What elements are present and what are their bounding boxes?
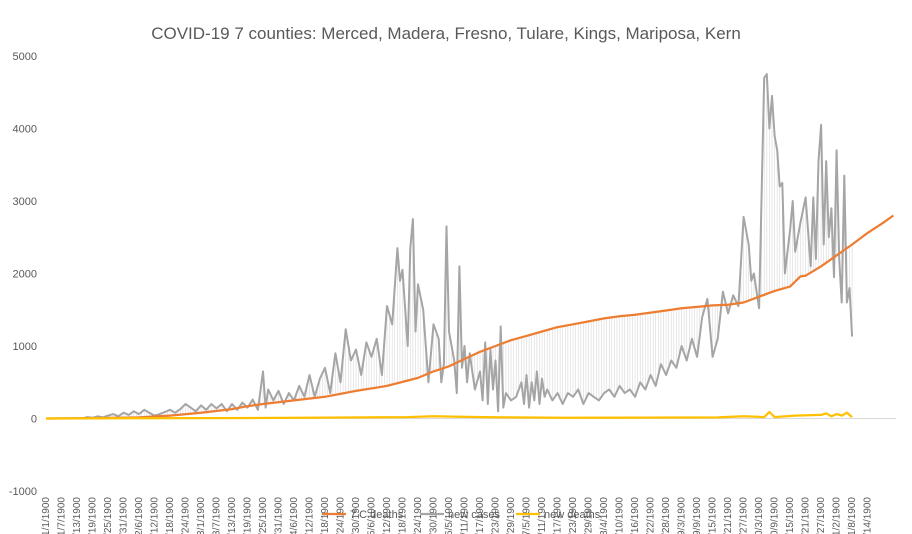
x-tick-label: 4/30/1900 — [351, 497, 362, 534]
x-tick-label: 7/29/1900 — [584, 497, 595, 534]
x-tick-label: 3/31/1900 — [274, 497, 285, 534]
x-tick-label: 1/7/1900 — [57, 497, 68, 534]
x-tick-label: 3/1/1900 — [196, 497, 207, 534]
x-tick-label: 9/15/1900 — [708, 497, 719, 534]
x-tick-label: 2/6/1900 — [134, 497, 145, 534]
legend-label: 7 C deaths — [350, 509, 404, 521]
y-axis: -1000 0 1000 2000 3000 4000 5000 — [9, 51, 896, 498]
legend-item: 7 C deaths — [322, 509, 404, 521]
x-tick-label: 10/3/1900 — [754, 497, 765, 534]
x-tick-label: 8/4/1900 — [599, 497, 610, 534]
x-tick-label: 1/19/1900 — [88, 497, 99, 534]
series-layer — [45, 73, 895, 420]
x-tick-label: 4/6/1900 — [289, 497, 300, 534]
x-tick-label: 7/5/1900 — [522, 497, 533, 534]
x-tick-label: 5/24/1900 — [413, 497, 424, 534]
x-tick-label: 3/25/1900 — [258, 497, 269, 534]
x-tick-label: 5/30/1900 — [429, 497, 440, 534]
x-tick-label: 5/18/1900 — [398, 497, 409, 534]
y-tick-label: 3000 — [13, 196, 37, 208]
x-tick-label: 8/28/1900 — [661, 497, 672, 534]
legend-item: new deaths — [516, 509, 601, 521]
x-tick-label: 6/29/1900 — [506, 497, 517, 534]
x-tick-label: 10/27/1900 — [816, 497, 827, 534]
x-tick-label: 2/18/1900 — [165, 497, 176, 534]
x-tick-label: 10/21/1900 — [801, 497, 812, 534]
x-tick-label: 8/10/1900 — [615, 497, 626, 534]
x-tick-label: 1/13/1900 — [72, 497, 83, 534]
x-tick-label: 7/23/1900 — [568, 497, 579, 534]
series-line-new-cases — [46, 73, 854, 420]
x-tick-label: 6/5/1900 — [444, 497, 455, 534]
x-tick-label: 11/2/1900 — [832, 497, 843, 534]
x-tick-label: 4/24/1900 — [336, 497, 347, 534]
x-tick-label: 6/23/1900 — [491, 497, 502, 534]
legend-label: new deaths — [544, 509, 601, 521]
y-tick-label: -1000 — [9, 486, 37, 498]
x-tick-label: 3/19/1900 — [243, 497, 254, 534]
legend: 7 C deaths new cases new deaths — [322, 509, 601, 521]
x-tick-label: 10/9/1900 — [770, 497, 781, 534]
legend-item: new cases — [420, 509, 500, 521]
x-tick-label: 7/17/1900 — [553, 497, 564, 534]
x-tick-label: 11/14/1900 — [863, 497, 874, 534]
x-tick-label: 9/27/1900 — [739, 497, 750, 534]
x-tick-label: 2/24/1900 — [181, 497, 192, 534]
x-tick-label: 4/18/1900 — [320, 497, 331, 534]
y-tick-label: 2000 — [13, 269, 37, 281]
x-tick-label: 9/9/1900 — [692, 497, 703, 534]
x-tick-label: 7/11/1900 — [537, 497, 548, 534]
x-tick-label: 8/22/1900 — [646, 497, 657, 534]
x-tick-label: 2/12/1900 — [150, 497, 161, 534]
x-tick-label: 8/16/1900 — [630, 497, 641, 534]
series-line-7-c-deaths — [45, 214, 895, 420]
legend-label: new cases — [448, 509, 500, 521]
x-tick-label: 1/25/1900 — [103, 497, 114, 534]
chart-title: COVID-19 7 counties: Merced, Madera, Fre… — [151, 24, 741, 43]
x-tick-label: 4/12/1900 — [305, 497, 316, 534]
x-tick-label: 6/11/1900 — [460, 497, 471, 534]
y-tick-label: 0 — [31, 414, 37, 426]
x-tick-label: 6/17/1900 — [475, 497, 486, 534]
x-tick-label: 11/8/1900 — [847, 497, 858, 534]
x-tick-label: 3/7/1900 — [212, 497, 223, 534]
y-tick-label: 5000 — [13, 51, 37, 63]
y-tick-label: 1000 — [13, 341, 37, 353]
x-tick-label: 1/31/1900 — [119, 497, 130, 534]
y-tick-label: 4000 — [13, 124, 37, 136]
x-tick-label: 10/15/1900 — [785, 497, 796, 534]
x-tick-label: 9/21/1900 — [723, 497, 734, 534]
x-axis: 1/1/1900 1/7/1900 1/13/1900 1/19/1900 1/25/1… — [41, 497, 874, 534]
series-line-new-deaths — [45, 410, 853, 420]
x-tick-label: 5/6/1900 — [367, 497, 378, 534]
x-tick-label: 3/13/1900 — [227, 497, 238, 534]
x-tick-label: 1/1/1900 — [41, 497, 52, 534]
x-tick-label: 9/3/1900 — [677, 497, 688, 534]
x-tick-label: 5/12/1900 — [382, 497, 393, 534]
